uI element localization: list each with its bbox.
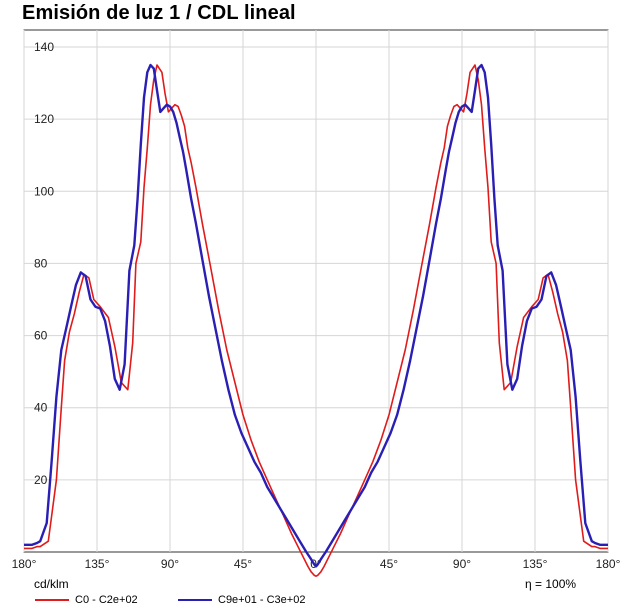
legend-item-c0: C0 - C2e+02	[35, 593, 138, 607]
legend-item-c90: C9e+01 - C3e+02	[178, 593, 305, 607]
y-tick-label: 100	[34, 184, 54, 198]
series-line-0	[24, 64, 608, 578]
y-tick-label: 120	[34, 112, 54, 126]
grid	[23, 30, 609, 552]
legend-label-c90: C9e+01 - C3e+02	[218, 594, 306, 606]
legend-swatch-c0	[35, 599, 69, 601]
x-tick-label: 45°	[234, 557, 252, 571]
chart-title: Emisión de luz 1 / CDL lineal	[22, 2, 296, 24]
x-tick-label: 180°	[12, 557, 37, 571]
series-lines	[24, 63, 608, 578]
y-axis-ticks: 20 40 60 80 100 120 140	[34, 40, 54, 487]
y-tick-label: 60	[34, 329, 48, 343]
y-tick-label: 40	[34, 401, 48, 415]
x-axis-ticks: 180° 135° 90° 45° 0° 45° 90° 135° 180°	[12, 557, 621, 571]
efficiency-label: η = 100%	[525, 577, 577, 591]
x-tick-label: 180°	[596, 557, 621, 571]
x-tick-label: 0°	[310, 557, 322, 571]
series-line-1	[24, 63, 608, 568]
y-tick-label: 20	[34, 473, 48, 487]
x-tick-label: 90°	[453, 557, 471, 571]
x-tick-label: 135°	[85, 557, 110, 571]
legend-swatch-c90	[178, 599, 212, 601]
y-tick-label: 140	[34, 40, 54, 54]
legend-label-c0: C0 - C2e+02	[75, 594, 138, 606]
x-tick-label: 90°	[161, 557, 179, 571]
unit-label: cd/klm	[34, 577, 69, 591]
x-tick-label: 45°	[380, 557, 398, 571]
x-tick-label: 135°	[523, 557, 548, 571]
y-tick-label: 80	[34, 256, 48, 270]
